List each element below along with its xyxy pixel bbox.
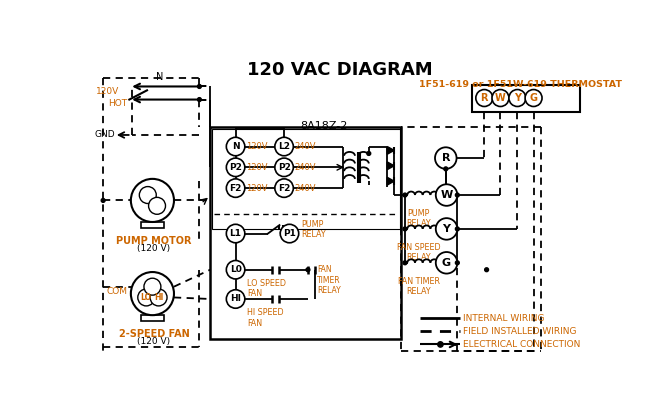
Text: P1: P1 [283, 229, 296, 238]
Text: W: W [440, 190, 453, 200]
Bar [212, 129, 399, 229]
Circle shape [198, 98, 201, 101]
Circle shape [101, 199, 105, 202]
Circle shape [403, 193, 407, 197]
Circle shape [438, 342, 443, 347]
Text: 240V: 240V [295, 184, 316, 193]
Circle shape [444, 167, 448, 171]
Circle shape [456, 261, 459, 265]
Text: FAN SPEED
RELAY: FAN SPEED RELAY [397, 243, 441, 262]
Circle shape [226, 179, 245, 197]
Text: R: R [442, 153, 450, 163]
Circle shape [139, 186, 156, 204]
Circle shape [456, 227, 459, 231]
Bar [472, 85, 580, 112]
Circle shape [275, 179, 293, 197]
Bar [141, 222, 164, 228]
Text: 120V: 120V [247, 163, 268, 172]
Circle shape [436, 252, 458, 274]
Text: Y: Y [443, 224, 450, 234]
Text: (120 V): (120 V) [137, 244, 171, 253]
Circle shape [525, 90, 542, 106]
Text: HI: HI [230, 295, 241, 303]
Text: F2: F2 [278, 184, 290, 193]
Text: G: G [529, 93, 537, 103]
Text: INTERNAL WIRING: INTERNAL WIRING [464, 314, 545, 323]
Bar [141, 315, 164, 321]
Circle shape [149, 197, 165, 214]
Text: LO SPEED
FAN: LO SPEED FAN [247, 279, 286, 298]
Text: FIELD INSTALLED WIRING: FIELD INSTALLED WIRING [464, 327, 577, 336]
Text: F2: F2 [229, 184, 242, 193]
Text: L0: L0 [230, 265, 241, 274]
Text: R: R [480, 93, 488, 103]
Text: HI SPEED
FAN: HI SPEED FAN [247, 308, 284, 328]
Text: COM: COM [106, 287, 127, 296]
Circle shape [131, 179, 174, 222]
Text: 240V: 240V [295, 142, 316, 151]
Circle shape [509, 90, 526, 106]
Polygon shape [387, 177, 394, 185]
Text: P2: P2 [229, 163, 242, 172]
Text: FAN TIMER
RELAY: FAN TIMER RELAY [398, 277, 440, 296]
Text: G: G [442, 258, 451, 268]
Circle shape [226, 137, 245, 156]
Circle shape [280, 224, 299, 243]
Text: 120V: 120V [247, 184, 268, 193]
Circle shape [198, 85, 201, 88]
Text: 120 VAC DIAGRAM: 120 VAC DIAGRAM [247, 61, 432, 79]
Text: PUMP MOTOR: PUMP MOTOR [116, 236, 192, 246]
Circle shape [403, 261, 407, 265]
Text: (120 V): (120 V) [137, 337, 171, 347]
Text: N: N [232, 142, 239, 151]
Circle shape [131, 272, 174, 315]
Circle shape [306, 268, 310, 272]
Circle shape [275, 137, 293, 156]
Text: LO: LO [141, 293, 152, 302]
Text: L1: L1 [230, 229, 242, 238]
Text: FAN
TIMER
RELAY: FAN TIMER RELAY [317, 265, 341, 295]
Text: HI: HI [154, 293, 163, 302]
Text: Y: Y [514, 93, 521, 103]
Text: 120V: 120V [247, 142, 268, 151]
Circle shape [403, 227, 407, 231]
Circle shape [226, 224, 245, 243]
Circle shape [226, 261, 245, 279]
Circle shape [367, 152, 371, 155]
Text: HOT: HOT [109, 99, 128, 108]
Text: PUMP
RELAY: PUMP RELAY [301, 220, 326, 239]
Circle shape [436, 184, 458, 206]
Text: GND: GND [94, 130, 115, 140]
Circle shape [492, 90, 509, 106]
Circle shape [435, 147, 456, 169]
Text: 2-SPEED FAN: 2-SPEED FAN [119, 329, 190, 339]
Circle shape [144, 278, 161, 295]
Text: L2: L2 [278, 142, 290, 151]
Text: 1F51-619 or 1F51W-619 THERMOSTAT: 1F51-619 or 1F51W-619 THERMOSTAT [419, 80, 622, 88]
Text: PUMP
RELAY: PUMP RELAY [407, 209, 431, 228]
Bar [210, 127, 401, 339]
Circle shape [226, 158, 245, 176]
Text: 240V: 240V [295, 163, 316, 172]
Polygon shape [387, 162, 394, 170]
Polygon shape [387, 147, 394, 154]
Circle shape [476, 90, 492, 106]
Text: P2: P2 [277, 163, 291, 172]
Text: 8A18Z-2: 8A18Z-2 [300, 121, 348, 131]
Circle shape [226, 290, 245, 308]
Circle shape [150, 289, 167, 306]
Text: W: W [495, 93, 506, 103]
Circle shape [436, 218, 458, 240]
Circle shape [138, 289, 155, 306]
Circle shape [275, 158, 293, 176]
Circle shape [456, 193, 459, 197]
Text: ELECTRICAL CONNECTION: ELECTRICAL CONNECTION [464, 340, 581, 349]
Text: N: N [156, 72, 163, 82]
Text: 120V: 120V [96, 87, 119, 96]
Circle shape [484, 268, 488, 272]
